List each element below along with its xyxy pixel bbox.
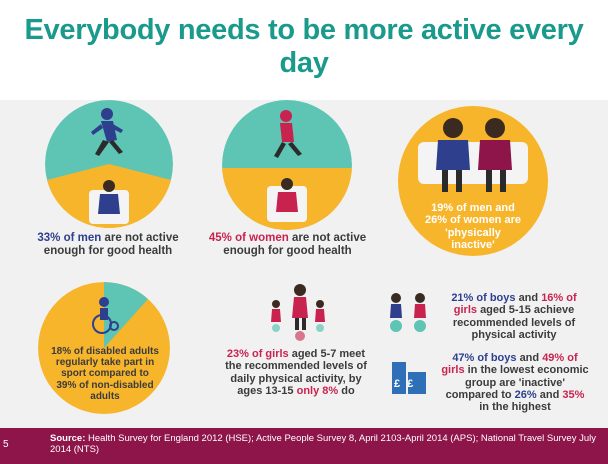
economic-caption-mid: in the lowest economic group are 'inacti…: [445, 364, 589, 401]
source-citation: Source: Health Survey for England 2012 (…: [50, 433, 600, 456]
slide-title: Everybody needs to be more active every …: [24, 14, 584, 79]
source-text: Health Survey for England 2012 (HSE); Ac…: [50, 433, 596, 456]
economic-boys-percentage: 47% of boys: [452, 352, 517, 364]
girls-caption-end: do: [341, 384, 355, 397]
boys-girls-and: and: [518, 292, 539, 304]
source-label: Source:: [50, 433, 86, 444]
economic-highest-girls: 35%: [562, 388, 585, 401]
girls-percentage-teen: only 8%: [296, 384, 339, 397]
boys-percentage: 21% of boys: [451, 292, 516, 304]
currency-illustration: £ £: [388, 358, 432, 398]
men-caption-text: are not active enough for good health: [43, 232, 179, 257]
pound-block-tall: [392, 362, 406, 394]
boys-girls-rest: aged 5-15 achieve recommended levels of …: [452, 304, 576, 341]
couch-couple-illustration: [418, 118, 528, 192]
men-percentage: 33% of men: [37, 232, 102, 244]
economic-caption-end: in the highest: [479, 401, 551, 414]
girls-figures-illustration: [271, 284, 325, 341]
infographic-panel: 33% of men are not active enough for goo…: [0, 100, 608, 428]
economic-caption: 47% of boys and 49% of girls in the lowe…: [440, 352, 590, 414]
pound-symbols: £ £: [394, 378, 416, 390]
economic-highest-boys: 26%: [514, 388, 537, 401]
disabled-pie-circle: 18% of disabled adults regularly take pa…: [38, 282, 170, 414]
inactive-line-3: 'physically: [445, 226, 501, 239]
men-pie-chart: [45, 100, 173, 228]
women-pie-circle: [222, 100, 352, 230]
economic-girls-label: of girls: [441, 352, 578, 377]
men-caption: 33% of men are not active enough for goo…: [28, 232, 188, 258]
men-pie-circle: [45, 100, 173, 228]
girls-caption: 23% of girls aged 5-7 meet the recommend…: [222, 348, 370, 397]
economic-girls-percentage: 49%: [542, 352, 565, 364]
girls-16-percentage: 16%: [541, 292, 564, 304]
inactive-line-4: inactive': [451, 238, 495, 251]
source-footer: 5 Source: Health Survey for England 2012…: [0, 428, 608, 464]
women-pie-chart: [222, 100, 352, 230]
girls-16-label: of girls: [453, 292, 577, 317]
inactive-line-1: 19% of men and: [431, 202, 515, 214]
boys-girls-caption: 21% of boys and 16% of girls aged 5-15 a…: [440, 292, 588, 341]
pound-block-short: [408, 372, 426, 394]
inactive-circle: 19% of men and 26% of women are 'physica…: [398, 106, 548, 256]
women-caption-text: are not active enough for good health: [223, 232, 367, 257]
disabled-caption: 18% of disabled adults regularly take pa…: [51, 346, 159, 402]
economic-and-2: and: [539, 388, 560, 401]
disabled-pie-chart: [38, 282, 170, 414]
boys-girls-figures-illustration: [390, 293, 426, 332]
inactive-line-2: 26% of women are: [425, 214, 521, 227]
inactive-caption: 19% of men and 26% of women are 'physica…: [408, 202, 538, 251]
women-caption: 45% of women are not active enough for g…: [205, 232, 370, 258]
economic-and: and: [519, 352, 540, 364]
girls-caption-mid: aged 5-7 meet the recommended levels of …: [225, 348, 367, 397]
page-number: 5: [3, 439, 9, 450]
girls-percentage: 23% of girls: [226, 348, 289, 360]
women-percentage: 45% of women: [208, 232, 289, 244]
